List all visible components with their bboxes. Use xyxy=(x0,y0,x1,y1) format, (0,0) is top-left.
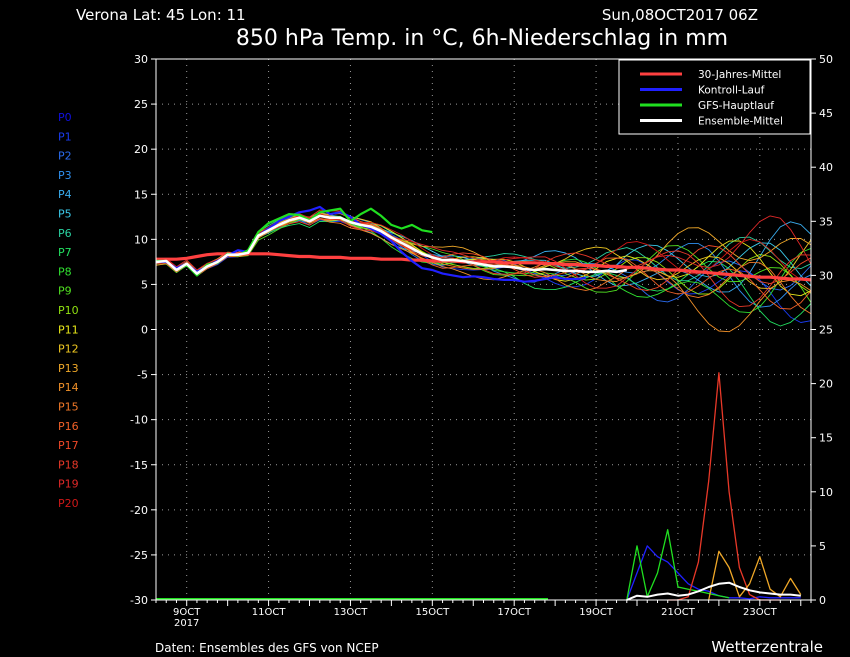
y-left-tick-label: 25 xyxy=(134,98,148,111)
y-right-tick-label: 30 xyxy=(819,269,833,282)
y-left-tick-label: -25 xyxy=(130,549,148,562)
member-line-p9 xyxy=(155,215,812,303)
legend-label-30-jahres-mittel: 30-Jahres-Mittel xyxy=(698,69,781,81)
member-label-p16: P16 xyxy=(58,420,79,433)
y-right-tick-label: 20 xyxy=(819,378,833,391)
y-left-tick-label: 10 xyxy=(134,233,148,246)
member-line-p4 xyxy=(155,211,812,293)
y-right-tick-label: 0 xyxy=(819,594,826,607)
y-left-tick-label: 30 xyxy=(134,53,148,66)
run-time-label: Sun,08OCT2017 06Z xyxy=(602,6,758,24)
legend-label-ensemble-mittel: Ensemble-Mittel xyxy=(698,116,783,128)
member-label-p8: P8 xyxy=(58,265,72,278)
precip-line-p18 xyxy=(667,372,781,601)
brand-label: Wetterzentrale xyxy=(711,638,823,656)
y-right-tick-label: 35 xyxy=(819,215,833,228)
member-label-p12: P12 xyxy=(58,343,79,356)
legend: 30-Jahres-Mittel Kontroll-Lauf GFS-Hauptla… xyxy=(618,59,811,135)
member-label-p7: P7 xyxy=(58,246,72,259)
x-tick-label: 17OCT xyxy=(497,607,532,618)
precip-line-ensemble-mittel xyxy=(626,581,801,601)
member-label-p9: P9 xyxy=(58,285,72,298)
y-left-tick-label: 15 xyxy=(134,188,148,201)
x-tick-sublabel: 2017 xyxy=(174,618,199,629)
y-left-tick-label: -30 xyxy=(130,594,148,607)
member-label-p13: P13 xyxy=(58,362,79,375)
member-label-p5: P5 xyxy=(58,208,72,221)
plot-frame xyxy=(155,58,812,601)
y-left-tick-label: 5 xyxy=(141,278,148,291)
y-left-tick-label: 20 xyxy=(134,143,148,156)
member-label-p1: P1 xyxy=(58,130,72,143)
y-right-tick-label: 15 xyxy=(819,432,833,445)
x-tick-label: 9OCT xyxy=(173,607,201,618)
member-label-p2: P2 xyxy=(58,150,72,163)
y-left-tick-label: -20 xyxy=(130,504,148,517)
y-left-tick-label: -15 xyxy=(130,459,148,472)
legend-label-gfs-hauptlauf: GFS-Hauptlauf xyxy=(698,100,774,112)
x-tick-label: 23OCT xyxy=(743,607,778,618)
member-label-p18: P18 xyxy=(58,458,79,471)
member-label-p0: P0 xyxy=(58,111,72,124)
main-series xyxy=(155,205,812,283)
precip-line-p13 xyxy=(708,550,802,601)
y-right-tick-label: 10 xyxy=(819,486,833,499)
grid xyxy=(156,59,811,600)
member-line-p14 xyxy=(155,212,812,333)
y-right-tick-label: 50 xyxy=(819,53,833,66)
series-line-30-jahres-mittel xyxy=(156,252,812,282)
member-label-p6: P6 xyxy=(58,227,72,240)
y-left-tick-label: -10 xyxy=(130,414,148,427)
data-source: Daten: Ensembles des GFS von NCEP xyxy=(155,641,379,655)
legend-label-kontroll-lauf: Kontroll-Lauf xyxy=(698,85,765,97)
series-line-ensemble-mittel xyxy=(155,214,628,275)
y-right-tick-label: 25 xyxy=(819,324,833,337)
x-tick-label: 15OCT xyxy=(415,607,450,618)
member-label-p4: P4 xyxy=(58,188,72,201)
y-right-tick-label: 5 xyxy=(819,540,826,553)
precip-series xyxy=(156,372,802,601)
y-left-tick-label: 0 xyxy=(141,324,148,337)
y-left-tick-label: -5 xyxy=(137,369,148,382)
member-label-p19: P19 xyxy=(58,478,79,491)
location-label: Verona Lat: 45 Lon: 11 xyxy=(76,6,246,24)
member-label-p17: P17 xyxy=(58,439,79,452)
member-label-list: P0 P1 P2 P3 P4 P5 P6 P7 P8 P9 P10 P11 P12 P13 P14 P15 P1… xyxy=(58,111,79,510)
member-label-p3: P3 xyxy=(58,169,72,182)
member-label-p20: P20 xyxy=(58,497,79,510)
series-line-kontroll-lauf xyxy=(156,205,586,283)
axes: 302520151050-5-10-15-20-25-3050454035302… xyxy=(130,53,833,629)
x-tick-label: 21OCT xyxy=(661,607,696,618)
x-tick-label: 11OCT xyxy=(252,607,287,618)
precip-line-kontroll-lauf xyxy=(626,545,801,601)
x-tick-label: 13OCT xyxy=(334,607,369,618)
y-right-tick-label: 40 xyxy=(819,161,833,174)
member-label-p10: P10 xyxy=(58,304,79,317)
member-label-p14: P14 xyxy=(58,381,79,394)
x-tick-label: 19OCT xyxy=(579,607,614,618)
precip-line-gfs-hauptlauf xyxy=(626,529,730,601)
member-label-p11: P11 xyxy=(58,323,79,336)
ensemble-members xyxy=(155,209,812,333)
chart-title: 850 hPa Temp. in °C, 6h-Niederschlag in … xyxy=(236,26,728,51)
y-right-tick-label: 45 xyxy=(819,107,833,120)
member-label-p15: P15 xyxy=(58,401,79,414)
